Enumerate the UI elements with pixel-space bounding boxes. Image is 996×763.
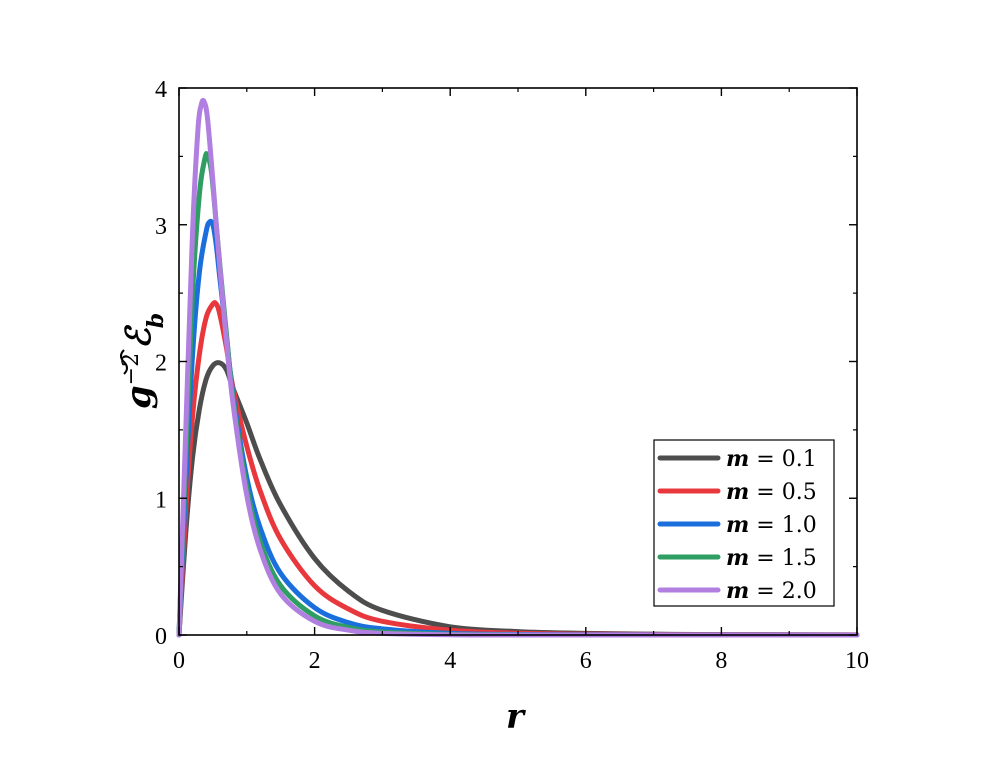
x-tick-label: 2: [309, 648, 321, 674]
legend-label-4: m = 2.0: [726, 578, 817, 604]
y-tick-label: 3: [155, 214, 167, 240]
legend-var: m: [726, 479, 749, 505]
x-tick-label: 8: [715, 648, 727, 674]
legend-var: m: [726, 545, 749, 571]
y-tick-label: 1: [155, 487, 167, 513]
y-axis-title-tilde: [120, 349, 128, 375]
legend-label-2: m = 1.0: [726, 512, 817, 538]
legend-value: = 2.0: [749, 579, 816, 604]
x-tick-label: 10: [845, 648, 869, 674]
tick-layer: 0 2 4 6 8 10 0 1 2 3 4: [155, 77, 869, 674]
y-axis-title-sub: b: [143, 313, 169, 328]
y-tick-label: 4: [155, 77, 167, 103]
y-axis-title-sup: −2: [119, 353, 144, 385]
legend-var: m: [726, 578, 749, 604]
legend-label-1: m = 0.5: [726, 479, 817, 505]
legend-value: = 0.1: [749, 447, 816, 472]
legend-value: = 0.5: [749, 480, 816, 505]
legend: m = 0.1m = 0.5m = 1.0m = 1.5m = 2.0: [653, 439, 835, 607]
y-axis-title-main: g: [119, 385, 159, 409]
legend-value: = 1.5: [749, 546, 816, 571]
x-tick-label: 4: [444, 648, 456, 674]
y-tick-label: 2: [155, 351, 167, 377]
x-tick-label: 0: [173, 648, 185, 674]
legend-label-3: m = 1.5: [726, 545, 817, 571]
legend-label-0: m = 0.1: [726, 446, 817, 472]
x-tick-label: 6: [580, 648, 592, 674]
legend-var: m: [726, 446, 749, 472]
legend-var: m: [726, 512, 749, 538]
legend-value: = 1.0: [749, 513, 816, 538]
y-axis-title: g−2ℰb: [119, 313, 170, 409]
x-axis-title: r: [506, 697, 526, 737]
y-tick-label: 0: [155, 624, 167, 650]
